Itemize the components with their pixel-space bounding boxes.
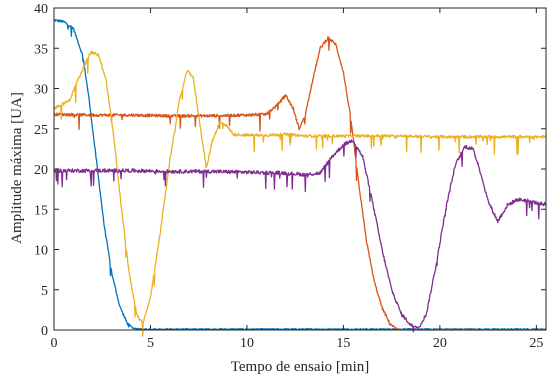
x-tick-label: 15 xyxy=(336,336,350,351)
x-tick-label: 20 xyxy=(433,336,447,351)
series-line-3 xyxy=(53,50,547,337)
y-tick-label: 15 xyxy=(34,203,48,218)
y-tick-label: 20 xyxy=(34,163,48,178)
x-tick-label: 10 xyxy=(240,336,254,351)
ticks-layer: 0 5 10 15 20 25 0 5 10 15 20 25 30 35 40 xyxy=(34,2,546,351)
x-tick-label: 25 xyxy=(529,336,543,351)
x-tick-label: 0 xyxy=(51,336,58,351)
y-axis-title: Amplitude máxima [UA] xyxy=(9,92,25,244)
series-line-2 xyxy=(53,36,547,331)
y-tick-label: 25 xyxy=(34,123,48,138)
y-tick-label: 5 xyxy=(41,284,48,299)
series-layer xyxy=(53,19,547,337)
y-tick-label: 10 xyxy=(34,244,48,259)
series-line-4 xyxy=(53,139,547,333)
y-tick-label: 40 xyxy=(34,2,48,17)
y-tick-label: 30 xyxy=(34,83,48,98)
x-axis-title: Tempo de ensaio [min] xyxy=(231,359,370,375)
y-tick-label: 35 xyxy=(34,42,48,57)
x-tick-label: 5 xyxy=(147,336,154,351)
y-tick-label: 0 xyxy=(41,324,48,339)
